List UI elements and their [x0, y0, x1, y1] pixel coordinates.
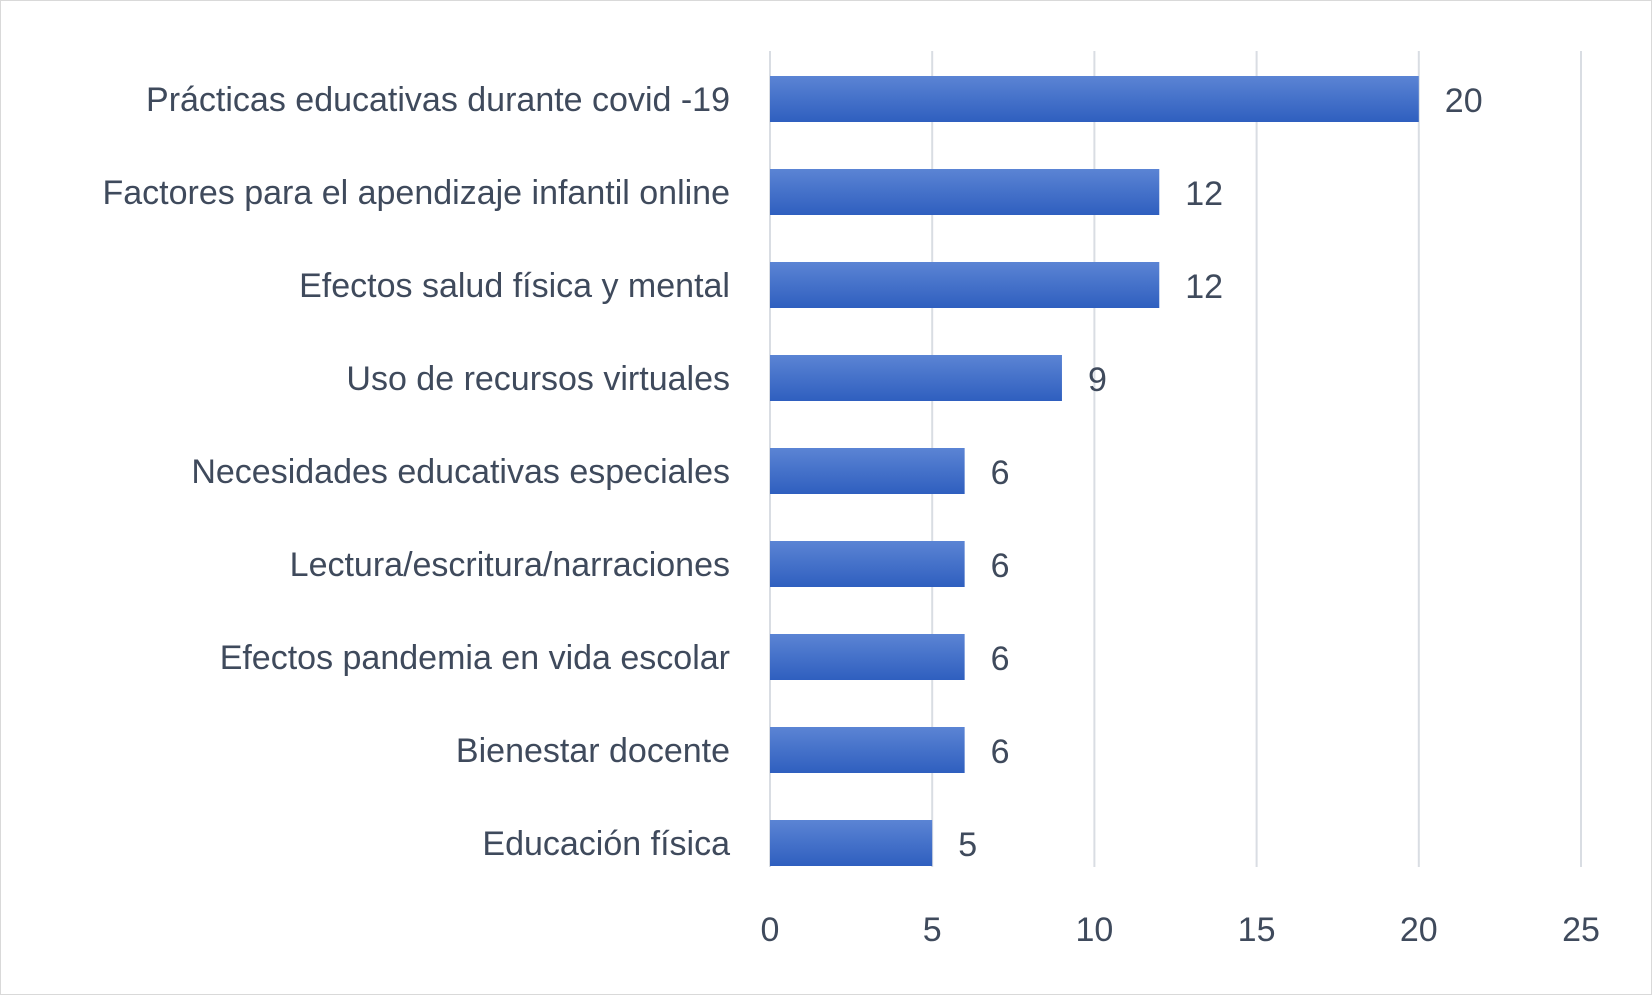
data-label-8: 6 [991, 733, 1010, 771]
data-label-5: 6 [991, 454, 1010, 492]
data-label-3: 12 [1185, 268, 1223, 306]
data-label-7: 6 [991, 640, 1010, 678]
x-axis-tick-labels: 0 5 10 15 20 25 [761, 911, 1600, 949]
category-label-6: Lectura/escritura/narraciones [290, 546, 730, 584]
data-label-9: 5 [958, 826, 977, 864]
bar-2 [770, 169, 1160, 215]
bar-9 [770, 820, 933, 866]
data-label-4: 9 [1088, 361, 1107, 399]
bar-8 [770, 727, 965, 773]
x-tick-label-15: 15 [1238, 911, 1276, 949]
x-tick-label-10: 10 [1075, 911, 1113, 949]
x-tick-label-0: 0 [761, 911, 780, 949]
x-tick-label-25: 25 [1562, 911, 1600, 949]
category-label-2: Factores para el apendizaje infantil onl… [102, 174, 730, 212]
category-label-5: Necesidades educativas especiales [191, 453, 730, 491]
category-label-9: Educación física [482, 825, 730, 863]
bar-6 [770, 541, 965, 587]
category-label-1: Prácticas educativas durante covid -19 [146, 81, 730, 119]
bar-4 [770, 355, 1062, 401]
data-labels: 20 12 12 9 6 6 6 6 5 [958, 82, 1482, 864]
bar-3 [770, 262, 1160, 308]
data-label-2: 12 [1185, 175, 1223, 213]
x-tick-label-5: 5 [923, 911, 942, 949]
bars [770, 76, 1419, 866]
x-tick-label-20: 20 [1400, 911, 1438, 949]
data-label-1: 20 [1445, 82, 1483, 120]
bar-1 [770, 76, 1419, 122]
category-label-3: Efectos salud física y mental [299, 267, 730, 305]
category-label-8: Bienestar docente [456, 732, 730, 770]
data-label-6: 6 [991, 547, 1010, 585]
bar-7 [770, 634, 965, 680]
category-label-7: Efectos pandemia en vida escolar [220, 639, 730, 677]
category-labels: Prácticas educativas durante covid -19 Fa… [102, 81, 730, 863]
category-label-4: Uso de recursos virtuales [346, 360, 730, 398]
bar-5 [770, 448, 965, 494]
